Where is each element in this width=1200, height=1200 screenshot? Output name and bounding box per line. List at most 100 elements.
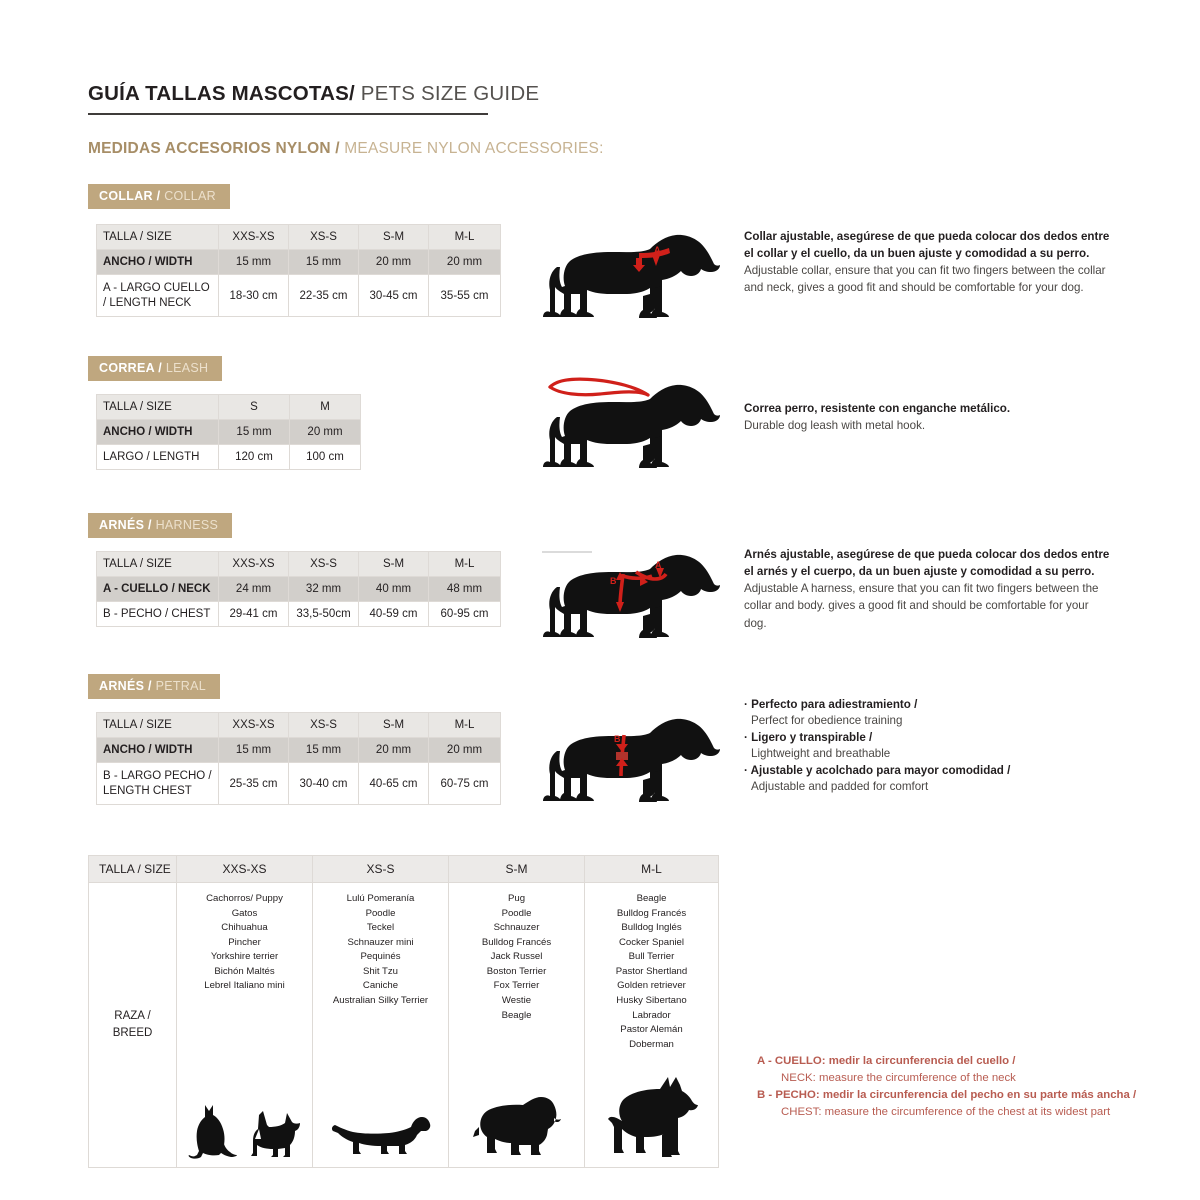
breed-name: Schnauzer (493, 922, 540, 934)
col-header-m-l: M-L (428, 712, 501, 738)
cell-value: 29-41 cm (218, 601, 289, 627)
breed-name: Lebrel Italiano mini (204, 980, 285, 992)
row-label-width: ANCHO / WIDTH (96, 419, 219, 445)
breed-name: Bull Terrier (628, 951, 675, 963)
cell-value: 25-35 cm (218, 762, 289, 805)
table-row: ANCHO / WIDTH 15 mm 20 mm (96, 419, 361, 445)
row-label-length-chest: B - LARGO PECHO / LENGTH CHEST (96, 762, 219, 805)
breed-art-m-l (585, 1075, 718, 1161)
col-header-s: S (218, 394, 290, 420)
cell-value: 24 mm (218, 576, 289, 602)
breed-name: Doberman (629, 1038, 674, 1050)
row-label-width: ANCHO / WIDTH (96, 737, 219, 763)
breed-cell-xxs-xs: Cachorros/ Puppy Gatos Chihuahua Pincher… (176, 882, 313, 1168)
cell-value: 60-95 cm (428, 601, 501, 627)
cell-value: 48 mm (428, 576, 501, 602)
cell-value: 40-59 cm (358, 601, 429, 627)
col-header-size: TALLA / SIZE (96, 394, 219, 420)
breed-col-header-s-m: S-M (448, 855, 585, 883)
cell-value: 18-30 cm (218, 274, 289, 317)
breed-cell-xs-s: Lulú Pomeranía Poodle Teckel Schnauzer m… (312, 882, 449, 1168)
collar-description-en: Adjustable collar, ensure that you can f… (744, 264, 1106, 295)
table-row: B - PECHO / CHEST 29-41 cm 33,5-50cm 40-… (96, 601, 501, 627)
breed-col-header-size: TALLA / SIZE (88, 855, 177, 883)
page-subtitle: MEDIDAS ACCESORIOS NYLON / MEASURE NYLON… (88, 140, 604, 158)
cell-value: 30-45 cm (358, 274, 429, 317)
measurement-legend: A - CUELLO: medir la circunferencia del … (757, 1053, 1157, 1121)
dog-with-leash-illustration (524, 356, 724, 486)
cell-value: 15 mm (218, 737, 289, 763)
harness-spec-table: TALLA / SIZE XXS-XS XS-S S-M M-L A - CUE… (96, 551, 501, 627)
benefit-item-en: Adjustable and padded for comfort (751, 780, 929, 794)
col-header-size: TALLA / SIZE (96, 712, 219, 738)
table-row: TALLA / SIZE XXS-XS XS-S S-M M-L (96, 712, 501, 738)
benefit-item-es: · Ajustable y acolchado para mayor comod… (744, 763, 1011, 777)
breed-size-table: TALLA / SIZE XXS-XS XS-S S-M M-L RAZA / … (88, 855, 719, 1168)
col-header-s-m: S-M (358, 551, 429, 577)
cell-value: 40-65 cm (358, 762, 429, 805)
harness-markers (616, 568, 668, 612)
cell-value: 60-75 cm (428, 762, 501, 805)
breed-cell-s-m: Pug Poodle Schnauzer Bulldog Francés Jac… (448, 882, 585, 1168)
cell-value: 35-55 cm (428, 274, 501, 317)
chip-label-en: LEASH (162, 361, 209, 375)
breed-name: Cocker Spaniel (618, 936, 685, 948)
cell-value: 32 mm (288, 576, 359, 602)
breed-art-s-m (449, 1087, 584, 1161)
breed-row-label-line1: RAZA / (114, 1009, 151, 1022)
marker-label-b: B (614, 734, 621, 744)
cell-value: 20 mm (358, 737, 429, 763)
breed-name: Pug (507, 893, 526, 904)
breed-name: Shit Tzu (362, 965, 399, 977)
breed-row-label-line2: BREED (112, 1027, 153, 1039)
collar-description-es: Collar ajustable, asegúrese de que pueda… (744, 230, 1110, 261)
leash-description: Correa perro, resistente con enganche me… (744, 400, 1112, 434)
breed-name: Poodle (501, 907, 532, 919)
col-header-m: M (289, 394, 361, 420)
table-row: RAZA / BREED Cachorros/ Puppy Gatos Chih… (88, 882, 719, 1168)
chip-label-en: COLLAR (160, 189, 217, 203)
cell-value: 33,5-50cm (288, 601, 359, 627)
marker-label-b: B (610, 576, 617, 586)
collar-spec-table: TALLA / SIZE XXS-XS XS-S S-M M-L ANCHO /… (96, 224, 501, 317)
cell-value: 15 mm (218, 249, 289, 275)
legend-neck-es: A - CUELLO: medir la circunferencia del … (757, 1055, 1016, 1067)
table-row: TALLA / SIZE XXS-XS XS-S S-M M-L (96, 551, 501, 577)
col-header-size: TALLA / SIZE (96, 551, 219, 577)
table-row: TALLA / SIZE XXS-XS XS-S S-M M-L (96, 224, 501, 250)
breed-name: Cachorros/ Puppy (206, 893, 283, 904)
leash-spec-table: TALLA / SIZE S M ANCHO / WIDTH 15 mm 20 … (96, 394, 361, 470)
table-row: LARGO / LENGTH 120 cm 100 cm (96, 444, 361, 470)
breed-name: Pequinés (360, 951, 401, 963)
collar-marker-a (633, 248, 670, 272)
cell-value: 20 mm (289, 419, 361, 445)
table-row: TALLA / SIZE XXS-XS XS-S S-M M-L (88, 855, 719, 883)
breed-name: Bulldog Francés (481, 936, 552, 948)
page-subtitle-es: MEDIDAS ACCESORIOS NYLON / (88, 140, 340, 157)
breed-col-header-xs-s: XS-S (312, 855, 449, 883)
cell-value: 30-40 cm (288, 762, 359, 805)
cell-value: 22-35 cm (288, 274, 359, 317)
col-header-m-l: M-L (428, 551, 501, 577)
breed-name: Teckel (366, 922, 395, 934)
dog-with-harness-illustration: A B (524, 526, 724, 656)
breed-name: Jack Russel (490, 951, 543, 963)
table-row: A - CUELLO / NECK 24 mm 32 mm 40 mm 48 m… (96, 576, 501, 602)
breed-cell-m-l: Beagle Bulldog Francés Bulldog Inglés Co… (584, 882, 719, 1168)
breed-name: Caniche (362, 980, 399, 992)
legend-chest-es: B - PECHO: medir la circunferencia del p… (757, 1089, 1137, 1102)
harness-description-en: Adjustable A harness, ensure that you ca… (744, 582, 1099, 630)
breed-name: Lulú Pomeranía (346, 893, 415, 904)
row-label-length-neck: A - LARGO CUELLO / LENGTH NECK (96, 274, 219, 317)
page-title-es: GUÍA TALLAS MASCOTAS/ (88, 82, 355, 105)
breed-name: Fox Terrier (493, 980, 540, 992)
legend-chest-en: CHEST: measure the circumference of the … (781, 1106, 1111, 1119)
col-header-m-l: M-L (428, 224, 501, 250)
page-subtitle-en: MEASURE NYLON ACCESSORIES: (339, 140, 604, 157)
chip-label-es: COLLAR / (99, 189, 161, 203)
breed-name: Chihuahua (221, 922, 268, 934)
cell-value: 120 cm (218, 444, 290, 470)
breed-name: Pincher (228, 936, 261, 948)
col-header-xxs-xs: XXS-XS (218, 551, 289, 577)
section-chip-harness: ARNÉS / HARNESS (88, 513, 233, 538)
